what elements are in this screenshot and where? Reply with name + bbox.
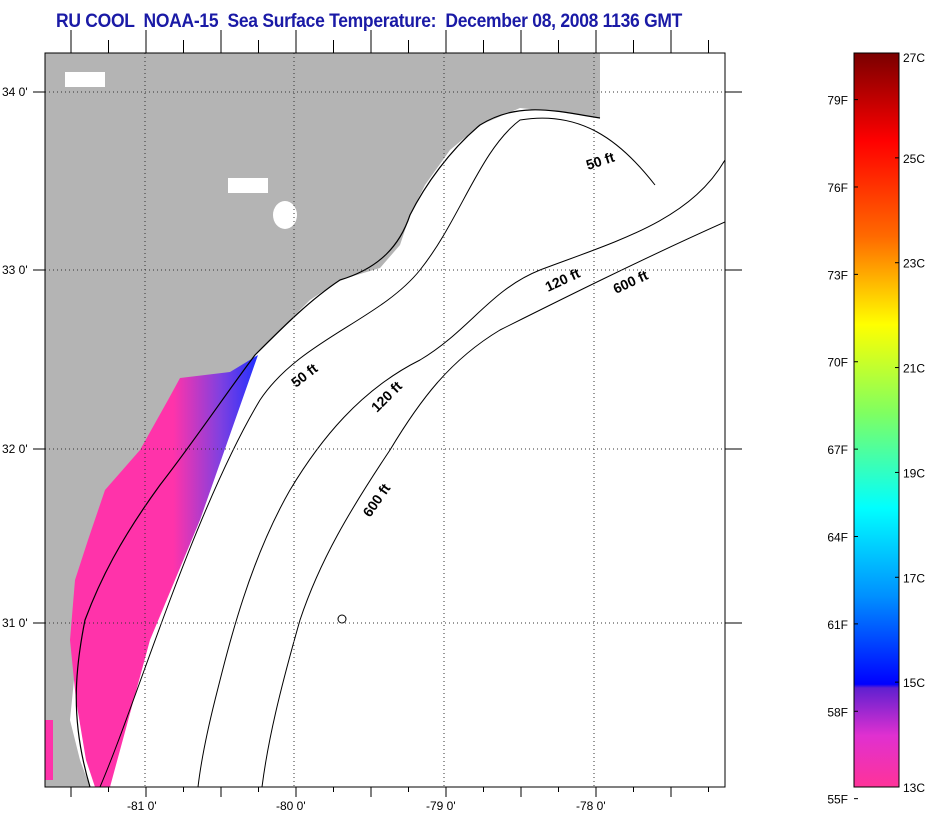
lon-label: -79 0'	[426, 799, 456, 813]
colorbar-f-label: 73F	[827, 268, 848, 282]
lat-label: 33 0'	[2, 263, 28, 277]
graticule	[45, 53, 725, 787]
colorbar-f-label: 67F	[827, 443, 848, 457]
colorbar	[853, 52, 900, 788]
colorbar-c-label: 15C	[903, 676, 925, 690]
colorbar-f-label: 79F	[827, 94, 848, 108]
colorbar-c-label: 21C	[903, 362, 925, 376]
colorbar-c-label: 13C	[903, 781, 925, 795]
colorbar-f-label: 76F	[827, 181, 848, 195]
colorbar-c-label: 19C	[903, 466, 925, 480]
lat-label: 34 0'	[2, 85, 28, 99]
colorbar-c-label: 23C	[903, 257, 925, 271]
lat-label: 31 0'	[2, 616, 28, 630]
colorbar-f-label: 58F	[827, 705, 848, 719]
lon-label: -81 0'	[127, 799, 157, 813]
contour-600ft	[261, 221, 725, 787]
colorbar-f-label: 70F	[827, 356, 848, 370]
colorbar-c-label: 27C	[903, 51, 925, 65]
colorbar-c-label: 17C	[903, 571, 925, 585]
colorbar-f-label: 61F	[827, 618, 848, 632]
coastline	[75, 109, 601, 787]
contour-120ft	[197, 159, 725, 787]
colorbar-c-label: 25C	[903, 152, 925, 166]
lon-label: -80 0'	[276, 799, 306, 813]
map-title: RU COOL NOAA-15 Sea Surface Temperature:…	[56, 11, 683, 32]
lon-label: -78 0'	[576, 799, 606, 813]
contour-50ft	[99, 117, 656, 787]
colorbar-f-label: 64F	[827, 531, 848, 545]
colorbar-f-label: 55F	[827, 793, 848, 807]
sst-swath	[70, 355, 258, 787]
lat-label: 32 0'	[2, 442, 28, 456]
land-area	[45, 53, 600, 787]
